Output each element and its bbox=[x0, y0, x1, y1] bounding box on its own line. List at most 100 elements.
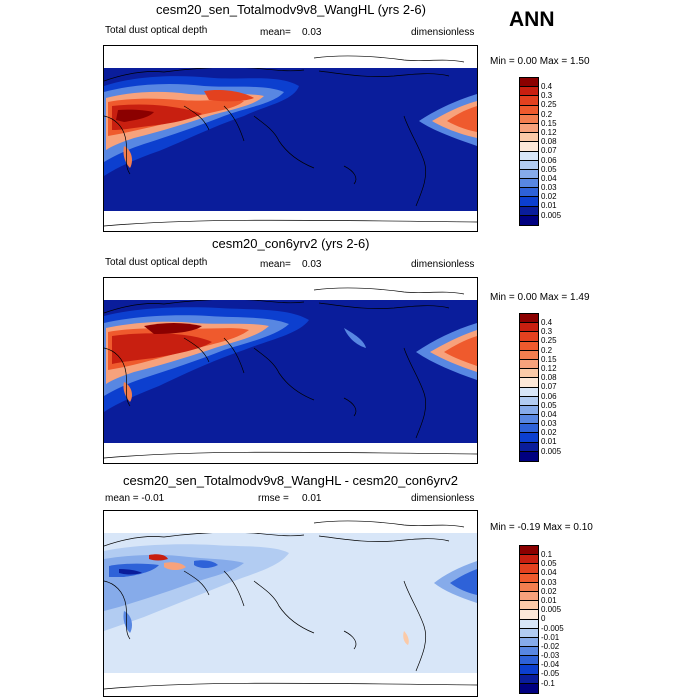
colorbar-segment bbox=[520, 332, 538, 342]
colorbar-tick-label: 0.04 bbox=[541, 173, 557, 183]
panel-1-units: dimensionless bbox=[411, 27, 475, 38]
colorbar-segment bbox=[520, 179, 538, 189]
panel-2-mean-value: 0.03 bbox=[302, 259, 322, 270]
panel-3-units: dimensionless bbox=[411, 493, 475, 504]
panel-2-field-label: Total dust optical depth bbox=[105, 257, 208, 268]
panel-3-colorbar bbox=[519, 545, 539, 694]
colorbar-tick-label: 0.03 bbox=[541, 183, 557, 193]
map-3-coastlines bbox=[104, 531, 450, 672]
panel-2-map bbox=[103, 277, 478, 464]
colorbar-segment bbox=[520, 573, 538, 583]
colorbar-tick-label: -0.02 bbox=[541, 641, 560, 651]
panel-3-mean: mean = -0.01 bbox=[105, 493, 165, 504]
colorbar-segment bbox=[520, 610, 538, 620]
colorbar-segment bbox=[520, 123, 538, 134]
colorbar-tick-label: 0 bbox=[541, 614, 546, 624]
colorbar-segment bbox=[520, 142, 538, 152]
colorbar-segment bbox=[520, 341, 538, 351]
panel-2-units: dimensionless bbox=[411, 259, 475, 270]
colorbar-segment bbox=[520, 415, 538, 425]
colorbar-segment bbox=[520, 674, 538, 684]
colorbar-segment bbox=[520, 564, 538, 574]
colorbar-segment bbox=[520, 683, 538, 693]
colorbar-segment bbox=[520, 387, 538, 397]
colorbar-segment bbox=[520, 350, 538, 360]
colorbar-tick-label: 0.005 bbox=[541, 605, 562, 615]
colorbar-segment bbox=[520, 637, 538, 648]
panel-1-colorbar bbox=[519, 77, 539, 226]
colorbar-segment bbox=[520, 424, 538, 434]
colorbar-segment bbox=[520, 442, 538, 452]
colorbar-tick-label: 0.02 bbox=[541, 428, 557, 438]
colorbar-segment bbox=[520, 105, 538, 115]
colorbar-segment bbox=[520, 582, 538, 592]
panel-3-rmse-label: rmse = bbox=[258, 493, 289, 504]
colorbar-tick-label: -0.01 bbox=[541, 632, 560, 642]
colorbar-segment bbox=[520, 215, 538, 225]
colorbar-segment bbox=[520, 555, 538, 565]
colorbar-tick-label: 0.05 bbox=[541, 559, 557, 569]
colorbar-segment bbox=[520, 665, 538, 675]
panel-1-map bbox=[103, 45, 478, 232]
colorbar-tick-label: -0.04 bbox=[541, 660, 560, 670]
colorbar-segment bbox=[520, 87, 538, 97]
colorbar-tick-label: 0.04 bbox=[541, 409, 557, 419]
colorbar-segment bbox=[520, 656, 538, 666]
colorbar-tick-label: 0.06 bbox=[541, 391, 557, 401]
colorbar-segment bbox=[520, 78, 538, 88]
colorbar-segment bbox=[520, 197, 538, 207]
colorbar-tick-label: 0.03 bbox=[541, 577, 557, 587]
colorbar-tick-label: 0.3 bbox=[541, 327, 553, 337]
season-label: ANN bbox=[509, 8, 555, 31]
colorbar-segment bbox=[520, 591, 538, 602]
colorbar-segment bbox=[520, 619, 538, 629]
colorbar-tick-label: 0.12 bbox=[541, 127, 557, 137]
colorbar-tick-label: 0.25 bbox=[541, 100, 557, 110]
colorbar-tick-label: -0.05 bbox=[541, 669, 560, 679]
colorbar-tick-label: 0.08 bbox=[541, 137, 557, 147]
colorbar-segment bbox=[520, 206, 538, 216]
colorbar-tick-label: 0.04 bbox=[541, 568, 557, 578]
panel-1-colorbar-labels: 0.4 0.3 0.25 0.2 0.15 0.12 0.08 0.07 0.06 0.05 0.0… bbox=[541, 82, 561, 220]
colorbar-tick-label: 0.08 bbox=[541, 373, 557, 383]
panel-1-min-max: Min = 0.00 Max = 1.50 bbox=[490, 56, 590, 67]
colorbar-segment bbox=[520, 405, 538, 416]
panel-2-colorbar bbox=[519, 313, 539, 462]
panel-3-min-max: Min = -0.19 Max = 0.10 bbox=[490, 522, 593, 533]
colorbar-segment bbox=[520, 378, 538, 388]
panel-2-min-max: Min = 0.00 Max = 1.49 bbox=[490, 292, 590, 303]
colorbar-segment bbox=[520, 451, 538, 461]
colorbar-tick-label: 0.1 bbox=[541, 550, 553, 559]
panel-1-field-label: Total dust optical depth bbox=[105, 25, 208, 36]
colorbar-tick-label: 0.01 bbox=[541, 201, 557, 211]
colorbar-tick-label: 0.2 bbox=[541, 345, 553, 355]
colorbar-segment bbox=[520, 359, 538, 370]
panel-1-mean-value: 0.03 bbox=[302, 27, 322, 38]
colorbar-tick-label: 0.01 bbox=[541, 595, 557, 605]
panel-3-map bbox=[103, 510, 478, 697]
colorbar-segment bbox=[520, 369, 538, 379]
colorbar-tick-label: 0.07 bbox=[541, 146, 557, 156]
colorbar-segment bbox=[520, 433, 538, 443]
colorbar-segment bbox=[520, 133, 538, 143]
panel-1-title: cesm20_sen_Totalmodv9v8_WangHL (yrs 2-6) bbox=[156, 2, 426, 17]
colorbar-segment bbox=[520, 114, 538, 124]
colorbar-tick-label: 0.15 bbox=[541, 354, 557, 364]
panel-3-title: cesm20_sen_Totalmodv9v8_WangHL - cesm20_… bbox=[123, 473, 459, 488]
colorbar-segment bbox=[520, 314, 538, 324]
colorbar-tick-label: 0.4 bbox=[541, 82, 553, 91]
colorbar-tick-label: 0.05 bbox=[541, 400, 557, 410]
colorbar-segment bbox=[520, 628, 538, 638]
map-2-atlantic-plume bbox=[344, 323, 477, 380]
colorbar-tick-label: 0.4 bbox=[541, 318, 553, 327]
colorbar-tick-label: 0.3 bbox=[541, 91, 553, 101]
colorbar-tick-label: 0.05 bbox=[541, 164, 557, 174]
colorbar-tick-label: 0.01 bbox=[541, 437, 557, 447]
colorbar-tick-label: 0.25 bbox=[541, 336, 557, 346]
colorbar-tick-label: 0.02 bbox=[541, 192, 557, 202]
colorbar-segment bbox=[520, 396, 538, 406]
colorbar-tick-label: 0.15 bbox=[541, 118, 557, 128]
panel-1-mean-label: mean= bbox=[260, 27, 291, 38]
panel-2-mean-label: mean= bbox=[260, 259, 291, 270]
colorbar-segment bbox=[520, 160, 538, 170]
